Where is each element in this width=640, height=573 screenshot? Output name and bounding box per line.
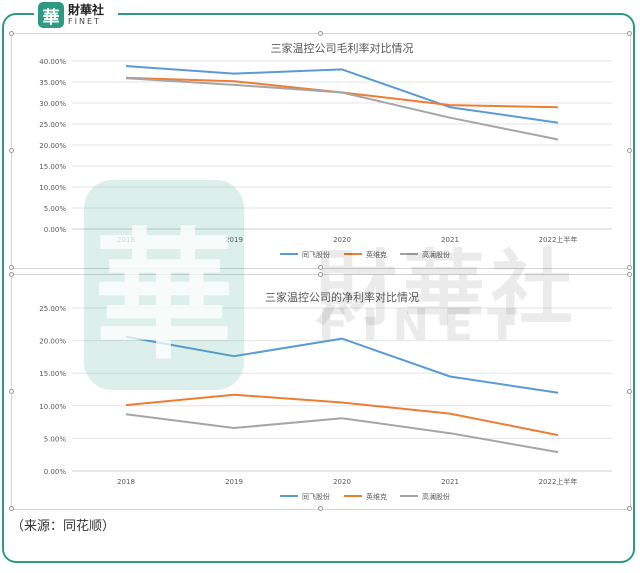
- chart2-x-tick-label: 2019: [225, 478, 243, 486]
- chart1-y-tick-label: 5.00%: [44, 205, 67, 213]
- chart1-resize-handle[interactable]: [627, 265, 632, 270]
- chart2-x-tick-label: 2021: [441, 478, 459, 486]
- chart2-y-tick-label: 0.00%: [44, 468, 67, 476]
- chart1-series-line-3: [125, 77, 559, 141]
- chart1-y-tick-label: 40.00%: [39, 58, 66, 66]
- chart2-resize-handle[interactable]: [9, 389, 14, 394]
- chart2-y-tick-label: 10.00%: [39, 403, 66, 411]
- chart1-legend-label: 同飞股份: [302, 250, 330, 259]
- chart2-y-tick-label: 5.00%: [44, 435, 67, 443]
- gross-margin-chart-svg: 三家温控公司毛利率对比情况 0.00% 5.00% 10.00% 15.00% 20.00…: [39, 41, 612, 259]
- chart1-series-line-1: [125, 65, 559, 124]
- chart1-resize-handle[interactable]: [318, 31, 323, 36]
- chart1-resize-handle[interactable]: [627, 148, 632, 153]
- chart1-y-tick-label: 35.00%: [39, 79, 66, 87]
- chart2-resize-handle[interactable]: [627, 272, 632, 277]
- chart1-title: 三家温控公司毛利率对比情况: [271, 41, 414, 55]
- chart1-x-tick-label: 2022上半年: [539, 235, 578, 244]
- chart1-resize-handle[interactable]: [9, 148, 14, 153]
- chart1-x-tick-label: 2019: [225, 236, 243, 244]
- chart1-x-tick-label: 2020: [333, 236, 351, 244]
- chart1-y-tick-label: 20.00%: [39, 142, 66, 150]
- chart2-title: 三家温控公司的净利率对比情况: [265, 290, 419, 304]
- chart1-legend-label: 高澜股份: [422, 250, 450, 259]
- chart2-y-tick-label: 20.00%: [39, 338, 66, 346]
- chart1-x-tick-label: 2018: [117, 236, 135, 244]
- chart2-y-tick-label: 15.00%: [39, 370, 66, 378]
- chart1-y-tick-label: 15.00%: [39, 163, 66, 171]
- chart2-resize-handle[interactable]: [9, 272, 14, 277]
- chart1-y-tick-label: 25.00%: [39, 121, 66, 129]
- chart1-resize-handle[interactable]: [9, 31, 14, 36]
- chart2-legend-label: 同飞股份: [302, 492, 330, 501]
- outer-frame: [2, 13, 635, 563]
- chart2-legend-label: 高澜股份: [422, 492, 450, 501]
- chart2-resize-handle[interactable]: [318, 506, 323, 511]
- chart2-x-tick-label: 2018: [117, 478, 135, 486]
- chart1-y-tick-label: 0.00%: [44, 226, 67, 234]
- net-margin-chart-svg: 三家温控公司的净利率对比情况 0.00% 5.00% 10.00% 15.00% 20.0…: [39, 290, 612, 501]
- chart1-legend-label: 英维克: [366, 250, 387, 259]
- chart2-resize-handle[interactable]: [627, 389, 632, 394]
- chart1-x-tick-label: 2021: [441, 236, 459, 244]
- source-note: （来源：同花顺）: [11, 519, 116, 534]
- chart2-x-tick-label: 2022上半年: [539, 477, 578, 486]
- brand-name-en: FINET: [68, 17, 101, 26]
- chart2-resize-handle[interactable]: [9, 506, 14, 511]
- brand-badge-icon: 華: [38, 2, 64, 28]
- brand-logo: 華 財華社 FINET: [34, 0, 118, 30]
- chart2-series-line-1: [125, 335, 559, 394]
- chart2-series-line-3: [125, 413, 559, 454]
- chart1-resize-handle[interactable]: [9, 265, 14, 270]
- chart2-resize-handle[interactable]: [318, 272, 323, 277]
- chart2-y-tick-label: 25.00%: [39, 305, 66, 313]
- chart2-legend-label: 英维克: [366, 492, 387, 501]
- gross-margin-chart: 三家温控公司毛利率对比情况 0.00% 5.00% 10.00% 15.00% 20.00…: [11, 33, 631, 269]
- chart2-series-line-2: [125, 393, 559, 437]
- chart1-resize-handle[interactable]: [318, 265, 323, 270]
- chart2-x-tick-label: 2020: [333, 478, 351, 486]
- chart1-y-tick-label: 10.00%: [39, 184, 66, 192]
- chart1-resize-handle[interactable]: [627, 31, 632, 36]
- brand-name-cn: 財華社: [68, 3, 105, 17]
- net-margin-chart: 三家温控公司的净利率对比情况 0.00% 5.00% 10.00% 15.00% 20.0…: [11, 274, 631, 510]
- chart1-y-tick-label: 30.00%: [39, 100, 66, 108]
- chart2-resize-handle[interactable]: [627, 506, 632, 511]
